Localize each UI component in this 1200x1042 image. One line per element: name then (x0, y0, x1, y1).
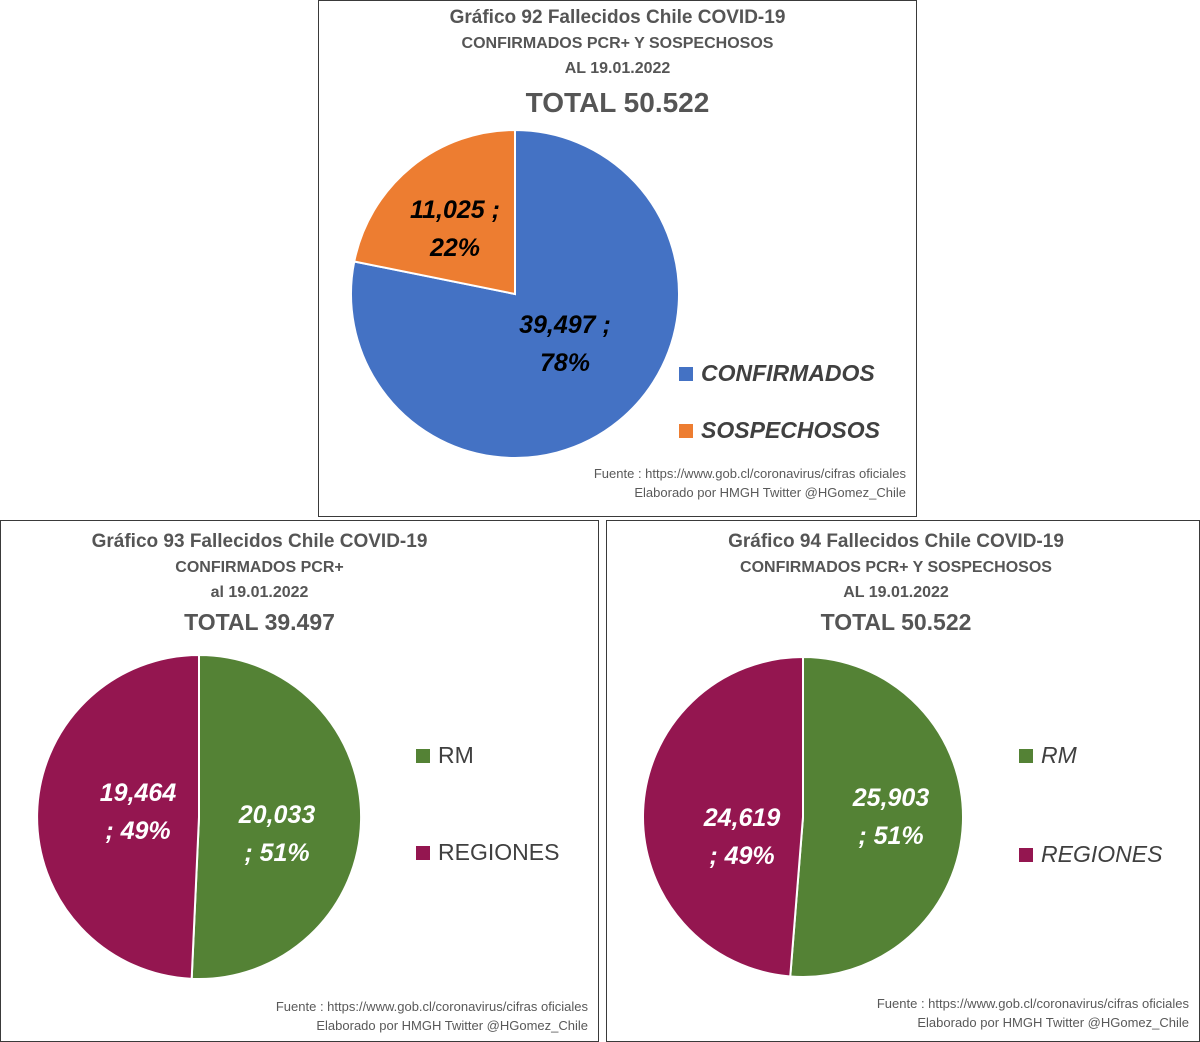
pie-chart-93: 20,033 ; 51% 19,464 ; 49% (36, 653, 363, 980)
legend-item-rm: RM (416, 742, 474, 769)
chart-panel-92: Gráfico 92 Fallecidos Chile COVID-19 CON… (318, 0, 917, 517)
chart-panel-93: Gráfico 93 Fallecidos Chile COVID-19 CON… (0, 520, 599, 1042)
data-label-value-confirmados: 39,497 ; (519, 311, 611, 339)
pie-chart-94: 25,903 ; 51% 24,619 ; 49% (642, 655, 965, 978)
legend-item-regiones: REGIONES (1019, 841, 1162, 868)
data-label-percent-rm: ; 51% (858, 822, 923, 850)
credit-line: Elaborado por HMGH Twitter @HGomez_Chile (917, 1015, 1189, 1030)
legend-label-rm: RM (1041, 742, 1077, 768)
legend-swatch-regiones (416, 845, 430, 860)
credit-line: Elaborado por HMGH Twitter @HGomez_Chile (316, 1018, 588, 1033)
legend-item-sospechosos: SOSPECHOSOS (679, 417, 880, 444)
data-label-percent-rm: ; 51% (244, 839, 309, 867)
chart-date: al 19.01.2022 (210, 584, 309, 601)
source-line: Fuente : https://www.gob.cl/coronavirus/… (876, 996, 1189, 1011)
chart-total: TOTAL 39.497 (184, 609, 335, 635)
chart-title-block: Gráfico 93 Fallecidos Chile COVID-19 CON… (1, 529, 518, 639)
chart-total: TOTAL 50.522 (820, 609, 972, 635)
pie-slice-regiones (642, 655, 804, 978)
legend-label-rm: RM (438, 742, 474, 768)
chart-subtitle: CONFIRMADOS PCR+ (175, 559, 344, 576)
legend-label-sospechosos: SOSPECHOSOS (701, 417, 880, 443)
chart-subtitle: CONFIRMADOS PCR+ Y SOSPECHOSOS (740, 559, 1052, 576)
legend-swatch-regiones (1019, 847, 1033, 862)
data-label-percent-sospechosos: 22% (429, 234, 480, 262)
data-label-value-regiones: 24,619 (703, 804, 781, 832)
pie-slice-confirmados (350, 128, 680, 459)
source-note: Fuente : https://www.gob.cl/coronavirus/… (276, 997, 588, 1035)
chart-title: Gráfico 92 Fallecidos Chile COVID-19 (449, 7, 786, 28)
source-line: Fuente : https://www.gob.cl/coronavirus/… (275, 999, 588, 1014)
chart-subtitle: CONFIRMADOS PCR+ Y SOSPECHOSOS (461, 35, 774, 52)
legend-label-regiones: REGIONES (438, 839, 560, 865)
pie-slice-rm (789, 655, 965, 978)
legend-item-rm: RM (1019, 742, 1077, 769)
legend-swatch-rm (1019, 748, 1033, 763)
legend-item-regiones: REGIONES (416, 839, 559, 866)
data-label-value-regiones: 19,464 (100, 779, 177, 807)
pie-slice-rm (190, 653, 363, 980)
legend-item-confirmados: CONFIRMADOS (679, 360, 875, 387)
legend-swatch-sospechosos (679, 423, 693, 438)
source-note: Fuente : https://www.gob.cl/coronavirus/… (594, 464, 906, 502)
data-label-percent-regiones: ; 49% (105, 817, 170, 845)
chart-date: AL 19.01.2022 (564, 60, 671, 77)
data-label-percent-regiones: ; 49% (709, 842, 774, 870)
data-label-percent-confirmados: 78% (540, 349, 590, 377)
source-line: Fuente : https://www.gob.cl/coronavirus/… (593, 466, 906, 481)
chart-panel-94: Gráfico 94 Fallecidos Chile COVID-19 CON… (606, 520, 1200, 1042)
pie-slice-regiones (36, 653, 200, 980)
data-label-value-sospechosos: 11,025 ; (410, 196, 500, 224)
chart-title-block: Gráfico 94 Fallecidos Chile COVID-19 CON… (607, 529, 1185, 639)
chart-title-block: Gráfico 92 Fallecidos Chile COVID-19 CON… (319, 5, 916, 125)
pie-slice-sospechosos (353, 128, 516, 296)
data-label-value-rm: 25,903 (852, 784, 930, 812)
data-label-value-rm: 20,033 (238, 801, 316, 829)
legend-label-regiones: REGIONES (1041, 841, 1163, 867)
chart-date: AL 19.01.2022 (843, 584, 949, 601)
chart-total: TOTAL 50.522 (525, 87, 710, 118)
legend-swatch-rm (416, 748, 430, 763)
legend-label-confirmados: CONFIRMADOS (701, 360, 875, 386)
chart-title: Gráfico 93 Fallecidos Chile COVID-19 (91, 531, 428, 552)
pie-chart-92: 39,497 ; 78% 11,025 ; 22% (350, 128, 680, 459)
source-note: Fuente : https://www.gob.cl/coronavirus/… (877, 994, 1189, 1032)
chart-title: Gráfico 94 Fallecidos Chile COVID-19 (728, 531, 1064, 552)
credit-line: Elaborado por HMGH Twitter @HGomez_Chile (634, 485, 906, 500)
legend-swatch-confirmados (679, 366, 693, 381)
